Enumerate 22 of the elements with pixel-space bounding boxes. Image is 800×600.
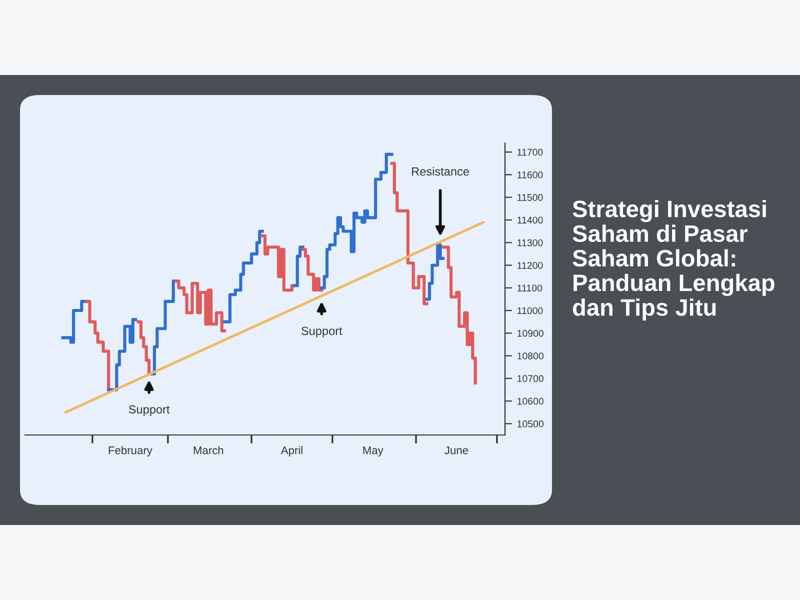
x-tick-label: May	[363, 446, 384, 456]
y-tick-label: 11000	[518, 307, 543, 314]
y-tick-label: 11100	[518, 284, 542, 292]
y-tick-label: 10900	[518, 330, 544, 337]
y-tick-label: 11700	[518, 148, 543, 156]
text: Strategi Investasi Saham di Pasar Saham Global: Panduan Lengkap dan Tips Jitu	[572, 200, 774, 321]
x-tick-label: June	[444, 446, 468, 454]
y-tick-label: 10600	[518, 398, 544, 405]
annotation: Support	[128, 405, 170, 416]
y-tick-label: 10700	[518, 375, 544, 382]
y-tick-label: 10500	[518, 420, 544, 428]
y-tick-label: 11200	[518, 262, 543, 269]
x-tick-label: March	[194, 446, 224, 454]
annotation: Support	[301, 326, 342, 338]
x-tick-label: February	[108, 446, 152, 456]
y-tick-label: 11400	[518, 216, 543, 224]
y-tick-label: 11500	[518, 194, 543, 201]
x-tick-label: April	[280, 446, 302, 456]
y-tick-label: 10800	[518, 352, 544, 360]
annotation: Resistance	[412, 166, 469, 176]
y-tick-label: 11600	[518, 171, 543, 178]
y-tick-label: 11300	[518, 239, 543, 246]
